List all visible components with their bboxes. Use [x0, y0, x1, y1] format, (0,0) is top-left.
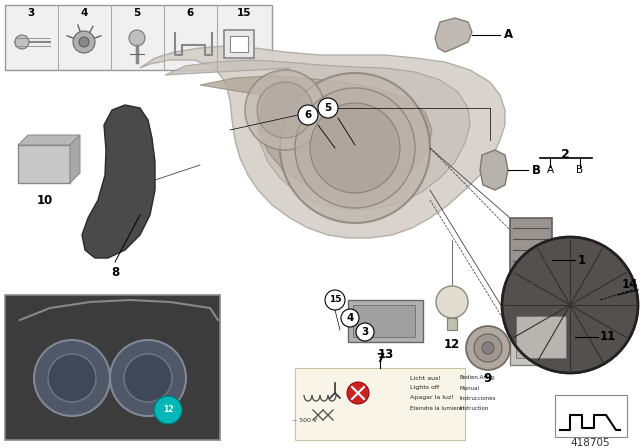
Circle shape [466, 326, 510, 370]
Polygon shape [82, 105, 155, 258]
Circle shape [347, 382, 369, 404]
Text: 1: 1 [578, 254, 586, 267]
Circle shape [280, 73, 430, 223]
Bar [353, 305, 415, 337]
Circle shape [79, 37, 89, 47]
Polygon shape [435, 18, 472, 52]
Circle shape [318, 98, 338, 118]
Bar [348, 300, 423, 342]
Text: B: B [532, 164, 541, 177]
Text: 13: 13 [378, 349, 394, 362]
Text: 3: 3 [362, 327, 369, 337]
Text: 8: 8 [111, 266, 119, 279]
Circle shape [356, 323, 374, 341]
Circle shape [436, 286, 468, 318]
Text: Lights off: Lights off [410, 385, 439, 391]
Polygon shape [18, 135, 80, 145]
Text: 6: 6 [305, 110, 312, 120]
Text: 12: 12 [444, 339, 460, 352]
Text: Licht aus!: Licht aus! [410, 375, 441, 380]
Text: 12: 12 [163, 405, 173, 414]
Text: 4: 4 [80, 8, 88, 18]
Bar [510, 310, 575, 365]
Circle shape [482, 342, 494, 354]
Circle shape [325, 290, 345, 310]
Text: ~ 500 V: ~ 500 V [292, 418, 317, 422]
Text: 11: 11 [600, 331, 616, 344]
Text: 3: 3 [28, 8, 35, 18]
Circle shape [154, 396, 182, 424]
Circle shape [15, 35, 29, 49]
Circle shape [502, 237, 638, 373]
Polygon shape [70, 135, 80, 183]
Polygon shape [165, 60, 470, 210]
Bar [447, 318, 457, 330]
Polygon shape [200, 76, 432, 194]
Circle shape [341, 309, 359, 327]
Text: Apagar la luz!: Apagar la luz! [410, 396, 454, 401]
Circle shape [110, 340, 186, 416]
Bar [18, 145, 70, 183]
Circle shape [124, 354, 172, 402]
Text: 15: 15 [237, 8, 252, 18]
Text: 4: 4 [346, 313, 354, 323]
Circle shape [257, 82, 313, 138]
Text: Instrucciones: Instrucciones [460, 396, 497, 401]
Circle shape [474, 334, 502, 362]
Circle shape [310, 103, 400, 193]
Bar [5, 5, 272, 70]
Text: 418705: 418705 [570, 438, 610, 448]
Bar [5, 295, 220, 440]
Circle shape [129, 30, 145, 46]
Circle shape [298, 105, 318, 125]
Circle shape [34, 340, 110, 416]
Bar [510, 218, 552, 303]
Circle shape [245, 70, 325, 150]
Bar [516, 316, 566, 358]
Bar [295, 368, 465, 440]
Text: 6: 6 [186, 8, 194, 18]
Text: 7: 7 [376, 352, 384, 365]
Text: 14: 14 [621, 279, 638, 292]
Text: 5: 5 [133, 8, 141, 18]
Polygon shape [480, 150, 508, 190]
Text: 5: 5 [324, 103, 332, 113]
Text: Manual: Manual [460, 385, 480, 391]
Text: A: A [547, 165, 554, 175]
Text: B: B [577, 165, 584, 175]
Circle shape [295, 88, 415, 208]
Text: 9: 9 [484, 371, 492, 384]
Bar [224, 30, 254, 58]
Text: Instruction: Instruction [460, 405, 490, 410]
Text: 10: 10 [37, 194, 53, 207]
Text: Eteindre la lumiere!: Eteindre la lumiere! [410, 405, 465, 410]
Text: Bedien.Anltg.: Bedien.Anltg. [460, 375, 497, 380]
Bar [555, 395, 627, 437]
Polygon shape [140, 46, 505, 238]
Text: 15: 15 [329, 296, 341, 305]
Bar [230, 36, 248, 52]
Text: A: A [504, 29, 513, 42]
Circle shape [48, 354, 96, 402]
Circle shape [73, 31, 95, 53]
Text: 2: 2 [561, 148, 570, 161]
